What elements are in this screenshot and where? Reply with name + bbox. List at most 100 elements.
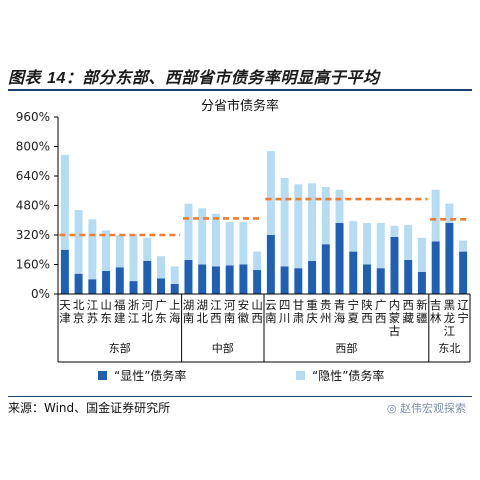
figure-title-text: ：部分东部、西部省市债务率明显高于平均 [65,68,380,87]
bar-hidden [115,235,124,268]
x-category-label: 辽 [457,298,469,312]
x-category-label: 山 [251,298,263,312]
bar-hidden [417,237,426,272]
x-category-label: 津 [59,311,71,325]
bar-hidden [157,256,165,279]
legend: “显性”债务率 “隐性”债务率 [98,368,384,383]
bar-explicit [321,244,330,294]
x-category-label: 黑 [444,298,456,312]
x-category-label: 福 [114,298,126,312]
x-category-label: 新 [416,298,428,312]
y-tick-label: 480% [16,199,50,213]
x-category-label: 青 [334,298,346,312]
bar-hidden [266,151,275,235]
bar-explicit [280,266,289,294]
bar-hidden [239,222,248,265]
bar-hidden [253,251,262,271]
source-note: 来源：Wind、国金证券研究所 [8,401,171,415]
x-category-label: 广 [155,298,167,312]
x-category-label: 宁 [457,311,469,325]
x-category-label: 贵 [320,298,332,312]
bar-explicit [88,279,97,294]
figure-title: 图表 14：部分东部、西部省市债务率明显高于平均 [8,64,379,88]
bar-explicit [157,278,165,294]
x-category-label: 重 [306,298,318,312]
bar-hidden [349,221,358,252]
x-category-label: 江 [87,298,99,312]
x-category-label: 上 [169,298,181,312]
x-category-label: 江 [444,324,456,338]
x-category-label: 河 [142,298,154,312]
x-category-label: 广 [375,298,387,312]
x-category-label: 肃 [293,311,305,325]
x-category-label: 古 [389,324,401,338]
y-tick-label: 160% [16,258,50,272]
x-category-label: 浙 [128,298,140,312]
x-category-label: 南 [265,311,277,325]
bar-hidden [170,266,179,284]
x-category-label: 疆 [416,311,428,325]
x-category-label: 庆 [306,311,318,325]
bar-explicit [266,235,275,294]
x-category-label: 湖 [183,298,195,312]
bars [60,151,468,294]
legend-swatch [296,371,305,380]
x-category-label: 天 [59,298,71,312]
y-tick-label: 0% [31,287,50,301]
legend-label: “隐性”债务率 [312,368,384,383]
bar-hidden [143,237,152,261]
debt-ratio-chart: 分省市债务率 0%160%320%480%640%800%960% 天津北京江苏… [16,98,471,383]
x-category-label: 夏 [348,311,360,325]
chart-title: 分省市债务率 [201,98,279,114]
y-axis: 0% 160% 320% 480% 640% 800% 960% [16,110,59,301]
x-category-label: 河 [224,298,236,312]
x-category-label: 川 [279,311,291,325]
x-category-label: 江 [210,298,222,312]
x-category-label: 南 [183,311,195,325]
bar-explicit [308,260,317,294]
watermark: ◎ 赵伟宏观探索 [387,400,466,416]
bar-explicit [404,259,413,294]
x-category-label: 甘 [293,298,305,312]
bar-explicit [60,249,69,294]
x-category-label: 江 [128,311,140,325]
bar-hidden [102,230,111,271]
bar-hidden [390,225,399,237]
bar-hidden [280,177,289,267]
group-label: 东部 [109,341,131,355]
bar-hidden [445,203,454,224]
bar-hidden [184,203,193,260]
y-tick-label: 320% [16,228,50,242]
bar-explicit [143,260,152,294]
bar-explicit [211,266,220,294]
wechat-icon: ◎ [386,402,397,415]
x-category-label: 北 [196,311,208,325]
bar-hidden [431,189,440,242]
x-category-label: 陕 [361,298,373,312]
bar-hidden [294,184,303,269]
x-category-label: 苏 [87,311,99,325]
x-category-label: 徽 [238,311,250,325]
bar-hidden [459,240,468,252]
bar-explicit [349,251,358,294]
x-category-label: 宁 [348,298,360,312]
x-category-label: 云 [265,298,277,312]
figure-title-prefix: 图表 [8,68,48,87]
x-category-label: 西 [361,311,373,325]
source-rule [8,396,472,397]
x-category-label: 蒙 [389,311,401,325]
x-category-label: 安 [238,298,250,312]
bar-explicit [294,268,303,294]
x-category-label: 北 [142,311,154,325]
bar-explicit [390,236,399,294]
x-category-label: 海 [334,311,346,325]
x-category-label: 藏 [402,311,414,325]
legend-swatch [98,371,107,380]
x-category-label: 海 [169,311,181,325]
bar-hidden [404,224,413,260]
legend-label: “显性”债务率 [114,368,186,383]
bar-hidden [376,223,385,269]
bar-explicit [376,268,385,294]
bar-hidden [74,210,83,274]
bar-explicit [198,264,207,294]
